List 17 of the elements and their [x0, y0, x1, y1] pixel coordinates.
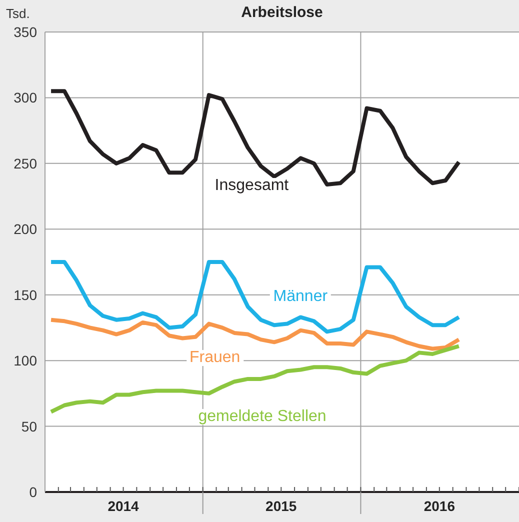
y-tick-label: 200: [14, 221, 38, 238]
x-tick-label: 2015: [266, 498, 297, 514]
y-tick-label: 150: [14, 286, 38, 303]
y-tick-label: 350: [14, 24, 38, 40]
series-label: Insgesamt: [212, 176, 292, 194]
y-tick-label: 50: [21, 418, 38, 434]
chart-title: Arbeitslose: [240, 4, 324, 21]
series-label: Männer: [270, 288, 331, 306]
y-tick-label: 100: [14, 352, 38, 369]
y-tick-label: 300: [14, 90, 38, 106]
y-axis-title: Tsd.: [6, 6, 30, 21]
series-label: Frauen: [186, 348, 244, 366]
y-tick-label: 250: [14, 155, 38, 172]
series-label: gemeldete Stellen: [195, 408, 330, 426]
y-tick-label: 0: [29, 484, 38, 500]
x-tick-label: 2016: [424, 498, 456, 514]
x-tick-label: 2014: [108, 498, 140, 514]
